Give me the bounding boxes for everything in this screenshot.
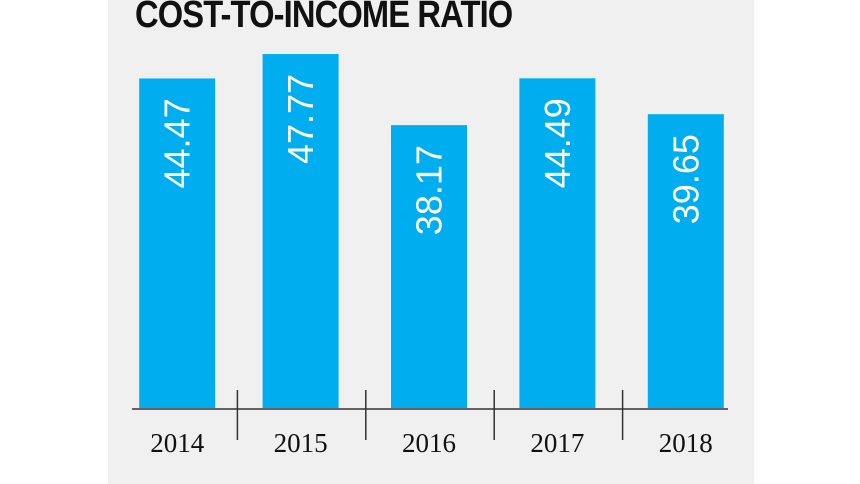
bar-2016 [391, 125, 467, 409]
value-label-2017: 44.49 [537, 98, 578, 188]
bar-2015 [262, 54, 339, 408]
value-label-2015: 47.77 [280, 74, 321, 164]
x-tick-label-2016: 2016 [402, 428, 456, 458]
x-tick-label-2014: 2014 [150, 428, 205, 458]
x-tick-label-2017: 2017 [530, 428, 584, 458]
chart-title: COST-TO-INCOME RATIO [135, 0, 513, 36]
x-tick-label-2015: 2015 [274, 428, 328, 458]
bar-2014 [139, 78, 216, 408]
value-label-2014: 44.47 [157, 98, 198, 188]
value-label-2016: 38.17 [409, 145, 450, 235]
value-label-2018: 39.65 [665, 134, 706, 224]
bar-2018 [647, 114, 724, 408]
x-tick-label-2018: 2018 [659, 428, 713, 458]
bar-2017 [519, 78, 596, 409]
